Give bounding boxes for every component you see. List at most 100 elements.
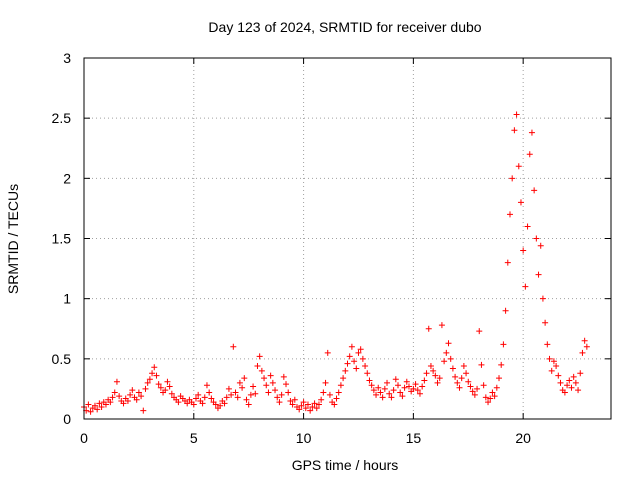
data-point <box>535 271 542 278</box>
y-tick-label: 1.5 <box>52 231 72 247</box>
data-point <box>85 401 92 408</box>
data-point <box>546 355 553 362</box>
data-point <box>324 349 331 356</box>
data-point <box>263 382 270 389</box>
data-point <box>399 393 406 400</box>
data-point <box>230 343 237 350</box>
axis-ticks: 0 5 10 15 20 0 0.5 1 1.5 2 2.5 3 <box>52 50 611 446</box>
data-point <box>285 389 292 396</box>
data-point <box>256 353 263 360</box>
data-point <box>201 394 208 401</box>
data-point <box>208 395 215 402</box>
data-point <box>566 377 573 384</box>
data-point <box>353 365 360 372</box>
data-point <box>91 402 98 409</box>
data-point <box>460 363 467 370</box>
data-point <box>410 385 417 392</box>
data-point <box>476 328 483 335</box>
data-point <box>153 372 160 379</box>
data-point <box>116 393 123 400</box>
data-point <box>542 319 549 326</box>
data-point <box>482 394 489 401</box>
data-point <box>232 389 239 396</box>
data-point <box>195 391 202 398</box>
data-point <box>511 127 518 134</box>
data-point <box>245 401 252 408</box>
data-point <box>528 129 535 136</box>
data-point <box>357 346 364 353</box>
data-point <box>583 343 590 350</box>
data-point <box>322 379 329 386</box>
data-point <box>239 384 246 391</box>
data-point <box>452 373 459 380</box>
data-point <box>124 397 131 404</box>
data-point <box>395 382 402 389</box>
data-point <box>243 396 250 403</box>
data-point <box>120 400 127 407</box>
data-point <box>166 383 173 390</box>
data-point <box>258 367 265 374</box>
data-point <box>252 390 259 397</box>
data-point <box>485 399 492 406</box>
y-tick-label: 0 <box>63 411 71 427</box>
data-point <box>269 379 276 386</box>
data-point <box>212 401 219 408</box>
data-point <box>291 396 298 403</box>
data-point <box>502 307 509 314</box>
data-point <box>572 379 579 386</box>
grid <box>84 58 611 419</box>
data-point <box>265 389 272 396</box>
data-point <box>416 390 423 397</box>
data-point <box>223 394 230 401</box>
data-point <box>234 394 241 401</box>
data-point <box>192 395 199 402</box>
data-point <box>555 372 562 379</box>
data-point <box>98 403 105 410</box>
data-point <box>522 283 529 290</box>
data-point <box>445 340 452 347</box>
data-point <box>287 397 294 404</box>
data-point <box>487 395 494 402</box>
y-tick-label: 2 <box>63 170 71 186</box>
data-point <box>570 373 577 380</box>
data-point <box>127 391 134 398</box>
data-point <box>142 385 149 392</box>
data-point <box>544 341 551 348</box>
data-point <box>247 391 254 398</box>
data-point <box>168 390 175 397</box>
data-point <box>419 383 426 390</box>
data-point <box>414 387 421 394</box>
data-point <box>272 387 279 394</box>
data-point <box>386 390 393 397</box>
data-point <box>373 391 380 398</box>
data-point <box>498 361 505 368</box>
data-point <box>550 358 557 365</box>
data-point <box>564 382 571 389</box>
data-point <box>456 384 463 391</box>
data-point <box>307 407 314 414</box>
data-point <box>221 400 228 407</box>
data-point <box>320 389 327 396</box>
data-point <box>309 403 316 410</box>
data-point <box>377 389 384 396</box>
plot-frame <box>83 57 612 420</box>
data-point <box>109 394 116 401</box>
data-point <box>96 400 103 407</box>
data-point <box>557 379 564 386</box>
data-point <box>493 384 500 391</box>
data-point <box>311 400 318 407</box>
data-point <box>340 375 347 382</box>
data-point <box>454 379 461 386</box>
data-point <box>254 363 261 370</box>
data-point <box>443 349 450 356</box>
x-tick-label: 15 <box>406 430 422 446</box>
data-point <box>517 199 524 206</box>
x-tick-label: 0 <box>80 430 88 446</box>
data-point <box>388 394 395 401</box>
data-point <box>561 389 568 396</box>
data-point <box>298 402 305 409</box>
data-point <box>144 379 151 386</box>
data-point <box>421 377 428 384</box>
data-point <box>289 401 296 408</box>
